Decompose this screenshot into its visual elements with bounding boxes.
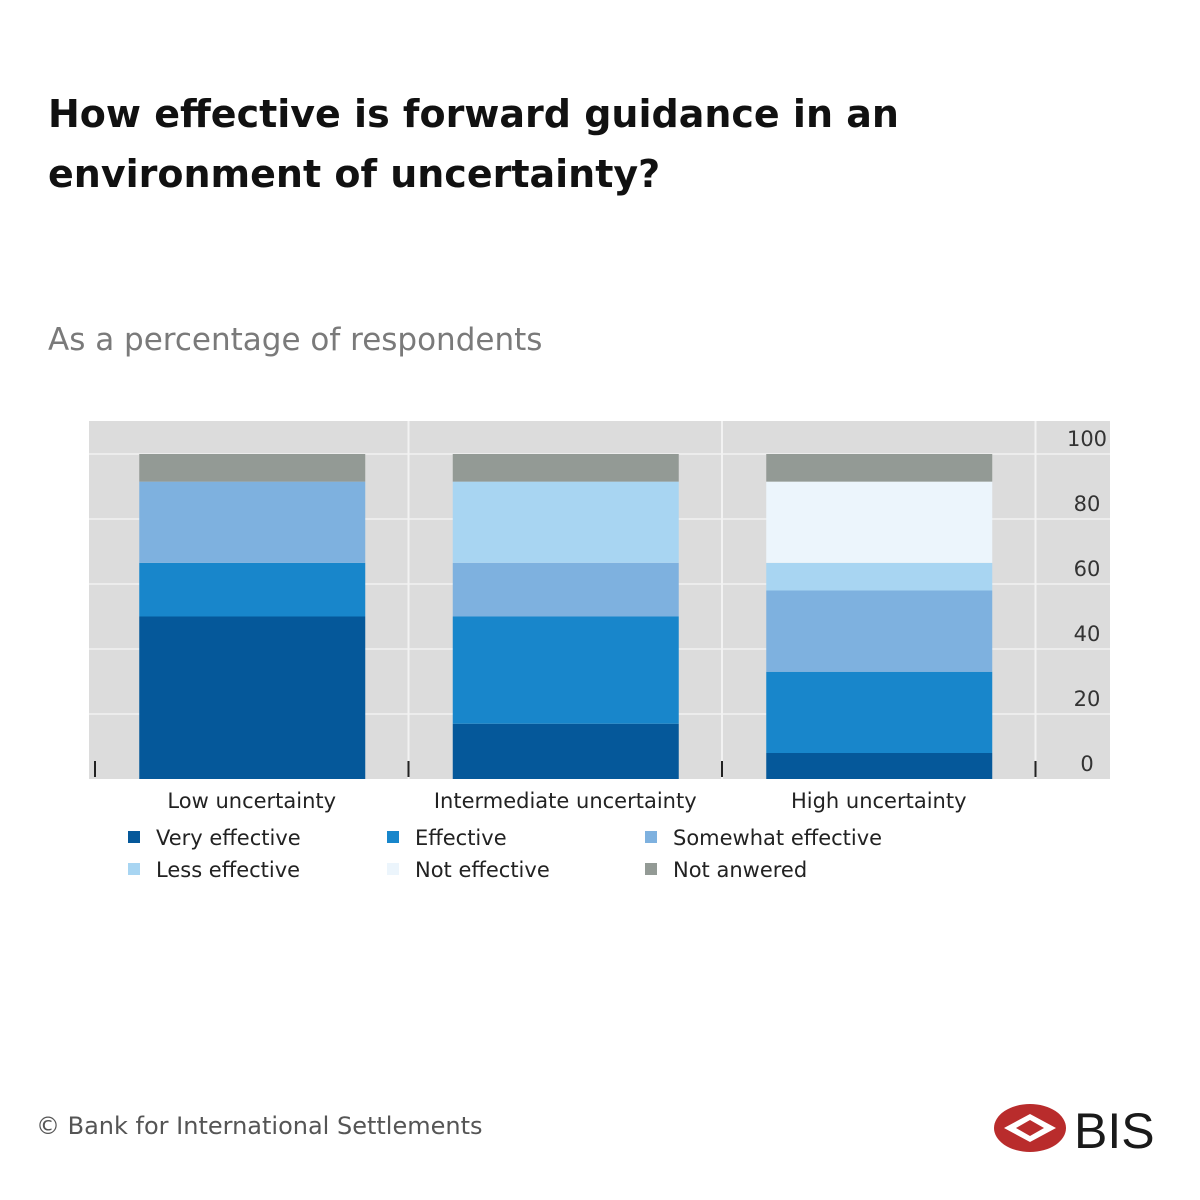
bar-segment [139,481,366,563]
legend-label: Not effective [415,858,550,882]
bar-segment [452,481,679,563]
legend-label: Very effective [156,826,301,850]
bar-segment [452,616,679,724]
bar-segment [766,454,993,482]
bar-segment [452,562,679,617]
bis-logo: BIS [994,1103,1155,1158]
x-category-label: High uncertainty [791,789,967,813]
legend: Very effective Effective Somewhat effectiv… [128,826,882,882]
y-tick-label: 20 [1074,687,1101,711]
x-category-label: Intermediate uncertainty [434,789,697,813]
bar-segment [766,562,993,591]
legend-swatch [128,863,140,875]
y-tick-label: 0 [1080,752,1093,776]
bar-segment [766,590,993,672]
bar-segment [766,481,993,563]
y-tick-label: 60 [1074,557,1101,581]
y-tick-label: 100 [1067,427,1107,451]
legend-label: Not anwered [673,858,807,882]
legend-label: Somewhat effective [673,826,882,850]
bar-segment [766,753,993,779]
bar-segment [139,454,366,482]
chart-title: How effective is forward guidance in an … [48,92,899,196]
bars [139,454,993,779]
y-tick-label: 40 [1074,622,1101,646]
bar-segment [452,723,679,779]
bis-logo-text: BIS [1074,1103,1155,1158]
stacked-bar-chart: 0 20 40 60 80 100 Low uncertainty Intermediate … [89,421,1110,882]
bar-segment [766,671,993,753]
legend-label: Effective [415,826,507,850]
legend-swatch [128,831,140,843]
bar-segment [139,616,366,779]
copyright-footer: © Bank for International Settlements [36,1112,483,1140]
x-category-label: Low uncertainty [167,789,336,813]
axis-ticks [94,761,1037,777]
legend-swatch [645,863,657,875]
legend-swatch [387,863,399,875]
legend-swatch [645,831,657,843]
bar-segment [139,562,366,617]
legend-swatch [387,831,399,843]
bar-segment [452,454,679,482]
legend-label: Less effective [156,858,300,882]
chart-subtitle: As a percentage of respondents [48,322,543,358]
y-tick-label: 80 [1074,492,1101,516]
bis-logo-core-icon [1016,1120,1044,1136]
axis-labels: 0 20 40 60 80 100 Low uncertainty Intermediate … [167,427,1107,813]
